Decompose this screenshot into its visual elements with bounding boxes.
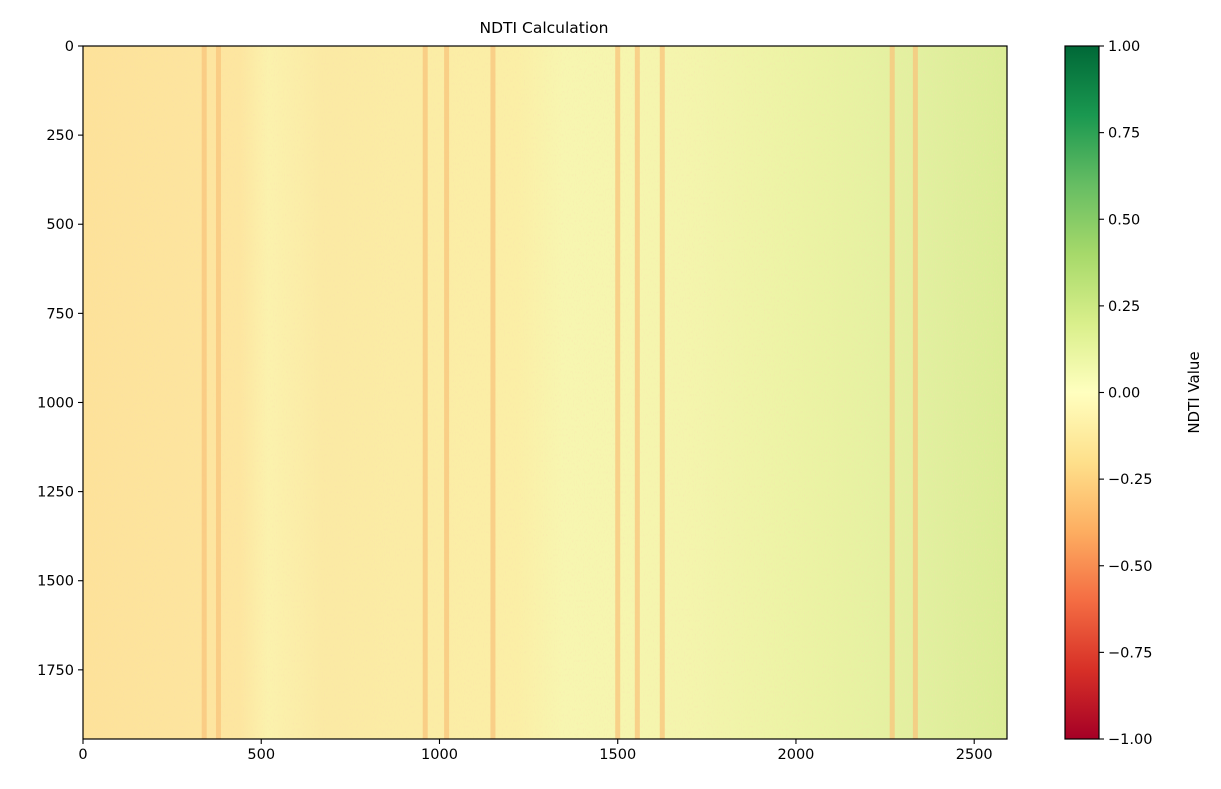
streak-4 [490,46,496,739]
streak-1 [215,46,221,739]
x-tick-label: 0 [78,747,87,763]
colorbar-tick-label: 1.00 [1108,39,1140,55]
colorbar-gradient [1065,46,1099,739]
streak-7 [659,46,665,739]
streak-6 [634,46,640,739]
x-tick-label: 2500 [956,747,993,763]
colorbar-tick-label: 0.75 [1108,126,1140,142]
x-tick-label: 1500 [599,747,636,763]
colorbar-tick-label: 0.50 [1108,212,1140,228]
colorbar-ticks: 1.00 0.75 0.50 0.25 0.00 −0.25 −0.50 −0.75 −1.00 [1099,39,1152,748]
colorbar: 1.00 0.75 0.50 0.25 0.00 −0.25 −0.50 −0.75 −1.00… [1064,39,1203,748]
y-tick-label: 1000 [37,395,74,411]
x-tick-label: 2000 [778,747,815,763]
x-tick-label: 1000 [421,747,458,763]
chart-title: NDTI Calculation [480,19,609,37]
y-tick-label: 500 [46,217,74,233]
colorbar-tick-label: 0.00 [1108,386,1140,402]
streak-0 [201,46,207,739]
y-tick-label: 0 [65,39,74,55]
y-tick-label: 1250 [37,485,74,501]
vertical-streaks [201,46,918,739]
x-tick-label: 500 [247,747,275,763]
streak-8 [889,46,895,739]
y-tick-label: 750 [46,306,74,322]
y-axis: 0 250 500 750 1000 1250 1500 1750 [37,39,83,679]
colorbar-tick-label: −0.25 [1108,472,1152,488]
colorbar-tick-label: 0.25 [1108,299,1140,315]
streak-5 [615,46,621,739]
x-axis: 0 500 1000 1500 2000 2500 [78,739,993,763]
streak-9 [912,46,918,739]
colorbar-tick-label: −0.50 [1108,559,1152,575]
y-tick-label: 1750 [37,663,74,679]
colorbar-tick-label: −0.75 [1108,645,1152,661]
y-tick-label: 250 [46,128,74,144]
streak-3 [444,46,450,739]
colorbar-label: NDTI Value [1185,351,1203,433]
y-tick-label: 1500 [37,574,74,590]
heatmap-image [83,46,1007,739]
colorbar-tick-label: −1.00 [1108,732,1152,748]
streak-2 [422,46,428,739]
heatmap-texture [83,46,1007,739]
plot-frame [82,45,1008,740]
